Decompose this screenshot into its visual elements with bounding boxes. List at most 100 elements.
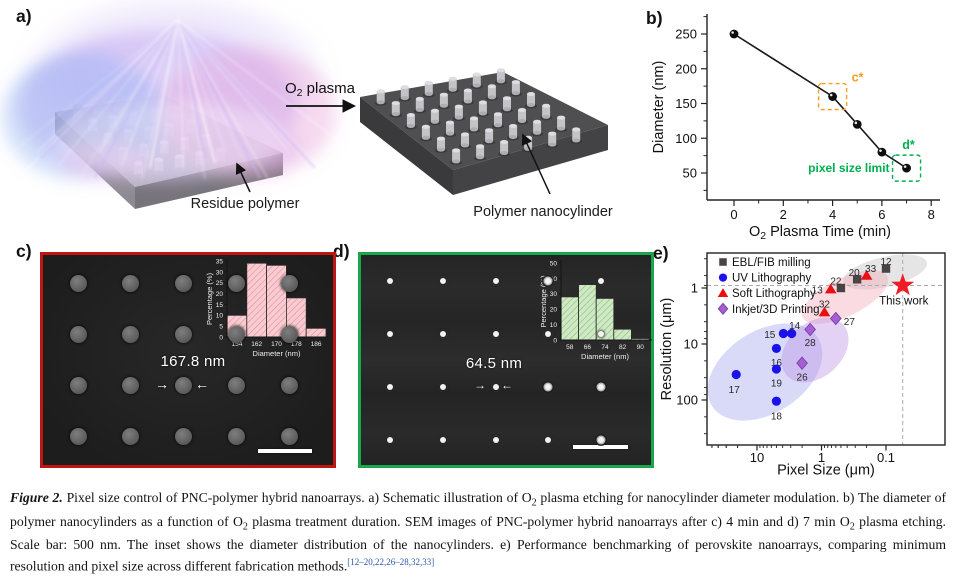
point-ref-label: 19: [771, 379, 783, 390]
scatter-point: [804, 322, 817, 337]
point-ref-label: 32: [819, 300, 831, 311]
svg-text:2: 2: [780, 207, 787, 222]
point-ref-label: 28: [805, 338, 817, 349]
panel-a-schematic: O2 plasma: [0, 0, 613, 220]
nanocylinder-dot: [122, 376, 140, 394]
svg-text:10: 10: [550, 322, 558, 329]
svg-text:74: 74: [601, 344, 609, 351]
svg-text:0.1: 0.1: [877, 450, 895, 465]
nanocylinder-dot: [69, 325, 87, 343]
nanocylinder-dot: [545, 437, 552, 443]
nanocylinder-dot: [227, 376, 245, 394]
svg-text:8: 8: [928, 207, 935, 222]
histogram-bar: [305, 327, 327, 338]
caption-figure-number: Figure 2.: [10, 490, 63, 505]
scale-bar: [573, 445, 628, 449]
nanocylinder-dot: [598, 384, 604, 390]
nanocylinder-dot: [175, 274, 192, 292]
nanocylinder-dot: [69, 274, 87, 292]
measure-arrow-left-icon: ←: [501, 378, 513, 392]
measure-arrow-right-icon: →: [474, 378, 486, 392]
b-y-axis-title: Diameter (nm): [651, 61, 667, 154]
panel-b-label: b): [646, 8, 663, 28]
caption-text: plasma etching for nanocylinder diameter…: [10, 490, 946, 529]
data-point: [852, 119, 862, 129]
scatter-point: [778, 328, 788, 339]
scatter-point: [787, 328, 797, 339]
point-ref-label: 18: [771, 412, 783, 423]
svg-text:10: 10: [684, 337, 698, 352]
residue-pointer-arrow-icon: [235, 162, 251, 193]
scatter-point: [824, 283, 837, 294]
this-work-star: [891, 273, 915, 296]
nanocylinder-slab-top: [360, 72, 608, 170]
b-x-axis-title: O2 Plasma Time (min): [749, 224, 891, 242]
svg-text:50: 50: [683, 166, 697, 181]
svg-text:1: 1: [818, 450, 825, 465]
nanocylinder-dot: [280, 325, 298, 343]
scale-bar: [258, 449, 312, 453]
point-ref-label: 15: [764, 330, 776, 341]
point-ref-label: 27: [844, 317, 856, 328]
caption-subscript: 2: [849, 521, 855, 533]
nanocylinder-dot: [69, 376, 87, 394]
nanocylinder-dot: [492, 384, 499, 390]
panel-c-measurement-label: 167.8 nm: [160, 353, 226, 370]
legend-label: EBL/FIB milling: [732, 257, 811, 269]
this-work-label: This work: [879, 295, 928, 307]
nanocylinder-dot: [439, 384, 446, 390]
caption-subscript: 2: [531, 497, 537, 509]
nanocylinder-dot: [227, 274, 245, 292]
svg-text:90: 90: [637, 344, 645, 351]
svg-text:10: 10: [750, 450, 764, 465]
svg-text:30: 30: [216, 269, 224, 276]
svg-text:5: 5: [219, 324, 223, 331]
nanocylinder-dot: [545, 331, 552, 337]
svg-text:186: 186: [311, 341, 322, 348]
svg-text:35: 35: [216, 258, 224, 265]
nanocylinder-dot: [122, 274, 140, 292]
svg-text:58: 58: [566, 344, 574, 351]
caption-citation: [12–20,22,26–28,32,33]: [347, 556, 435, 567]
nanocylinder-dot: [439, 437, 446, 443]
histogram-bar: [560, 296, 580, 341]
svg-text:150: 150: [675, 96, 697, 111]
point-ref-label: 22: [830, 277, 842, 288]
svg-text:30: 30: [550, 291, 558, 298]
svg-text:10: 10: [216, 313, 224, 320]
nanocylinder-dot: [439, 278, 446, 284]
panel-d-label: d): [333, 241, 350, 261]
nanocylinder-dot: [598, 437, 604, 443]
legend-label: Soft Lithography: [732, 288, 816, 300]
panel-d-sem-image: 0 10 20 30 40 50 58 66 74 82 90 Percentage (%) Diame…: [358, 252, 654, 468]
measure-arrow-left-icon: ←: [195, 376, 209, 392]
legend-label: UV Lithography: [732, 273, 812, 285]
nanocylinder-dot: [280, 427, 298, 445]
svg-text:200: 200: [675, 61, 697, 76]
nanocylinder-dot: [387, 384, 393, 390]
nanocylinder-dot: [545, 384, 552, 390]
svg-text:250: 250: [675, 27, 697, 42]
nanocylinder-dot: [280, 274, 298, 292]
svg-text:20: 20: [216, 291, 224, 298]
nanocylinder-dot: [439, 331, 446, 337]
nanocylinder-dot: [122, 427, 140, 445]
panel-d-measurement-label: 64.5 nm: [465, 355, 523, 372]
residue-polymer-label: Residue polymer: [191, 196, 300, 212]
scatter-point: [829, 311, 842, 326]
point-ref-label: 17: [729, 385, 741, 396]
panel-e-label: e): [653, 243, 669, 263]
point-ref-label: 33: [865, 264, 877, 275]
data-point: [729, 29, 739, 39]
scatter-point: [881, 264, 891, 273]
nanocylinder-dot: [492, 278, 499, 284]
nanocylinder-dot: [122, 325, 140, 343]
polymer-nanocylinder-label: Polymer nanocylinder: [473, 204, 613, 220]
svg-text:100: 100: [676, 393, 698, 408]
svg-text:66: 66: [584, 344, 592, 351]
point-ref-label: 16: [771, 358, 783, 369]
nanocylinder-dot: [69, 427, 87, 445]
plasma-arrow-label: O2 plasma: [285, 80, 356, 99]
nanocylinder-dot: [227, 427, 245, 445]
